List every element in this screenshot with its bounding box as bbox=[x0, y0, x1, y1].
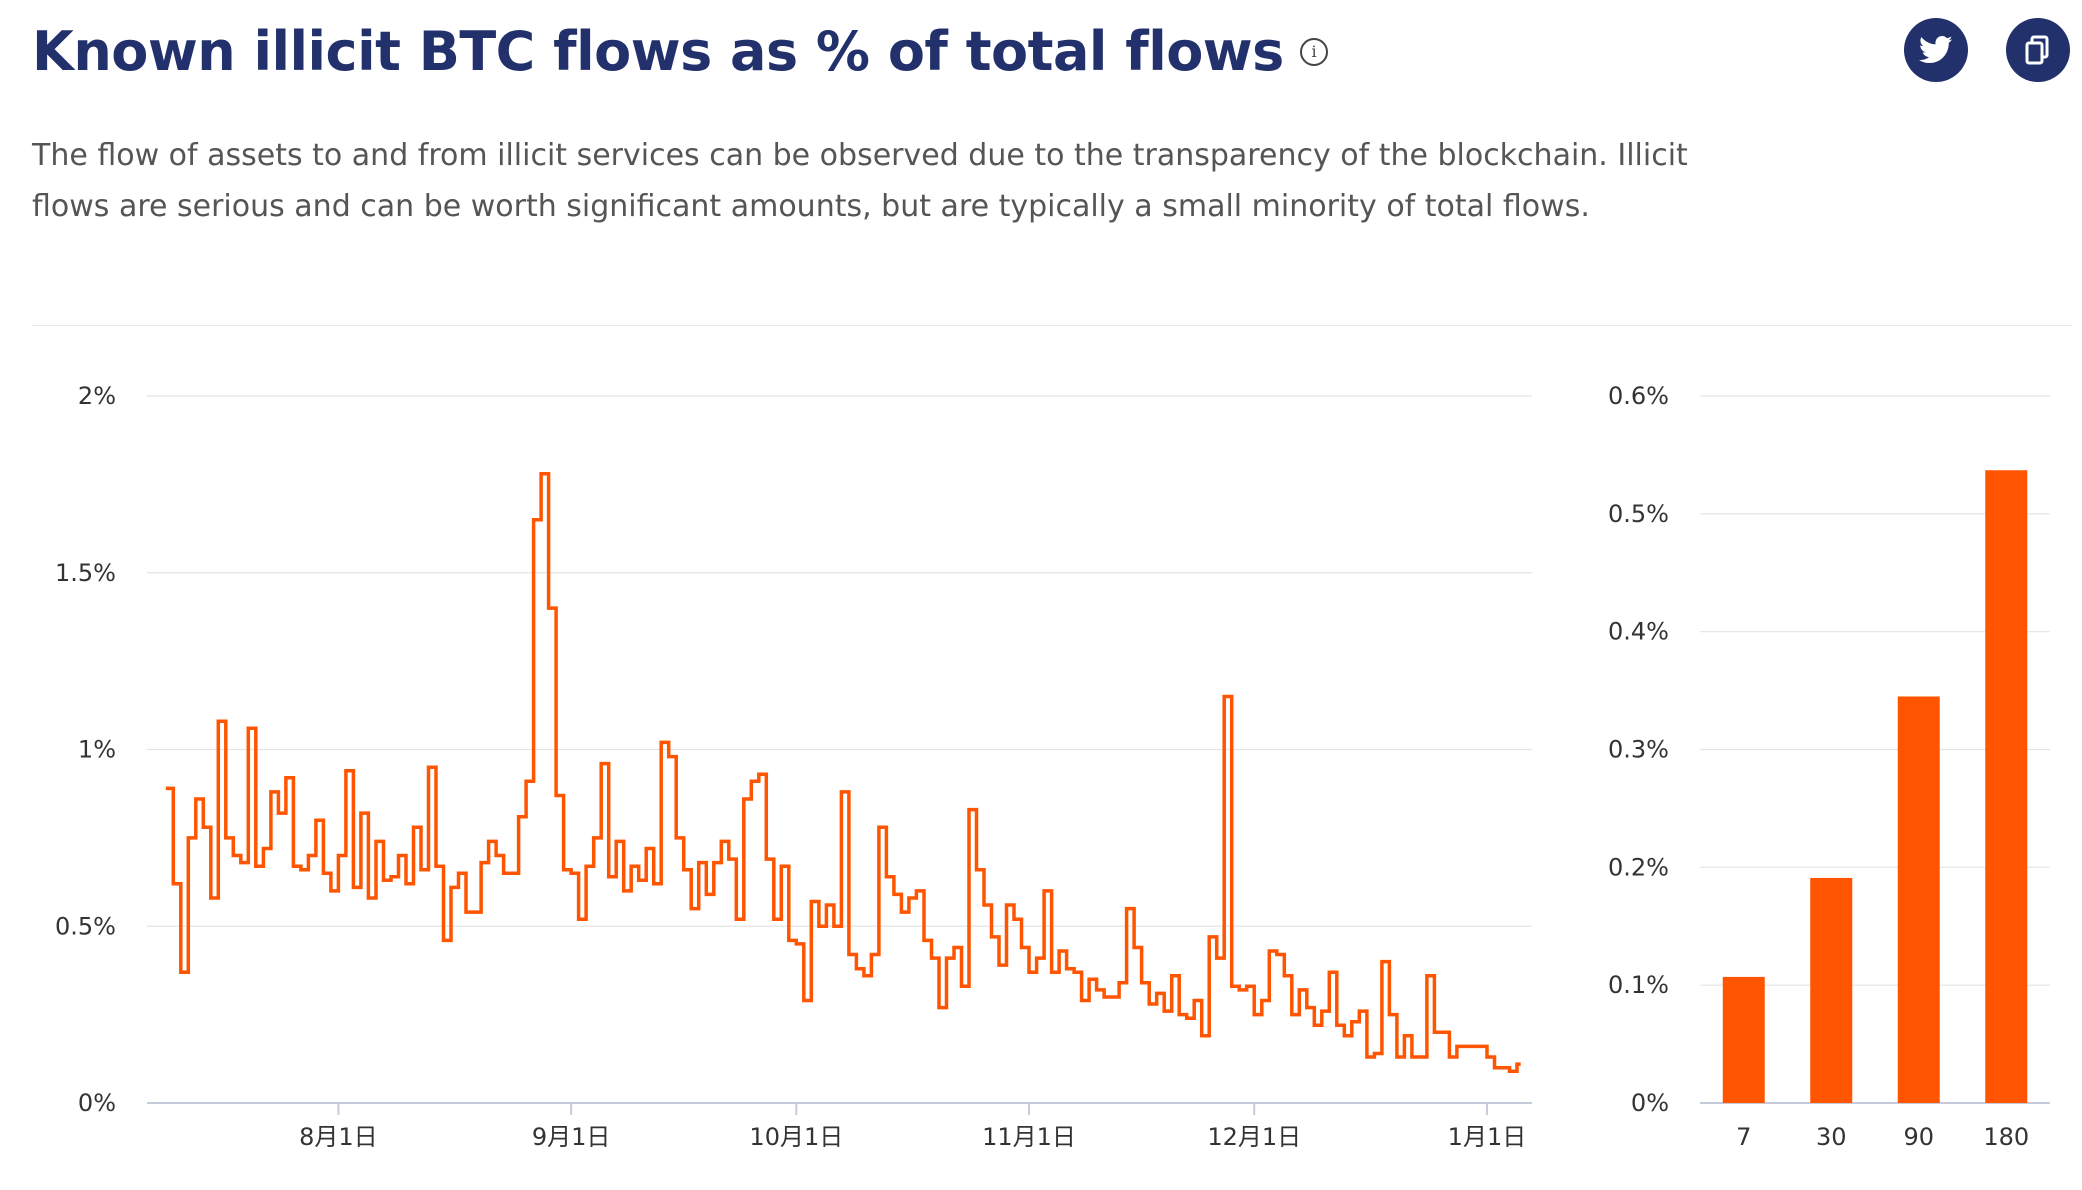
bar-chart-y-tick-label: 0.2% bbox=[1608, 853, 1669, 881]
copy-icon bbox=[2025, 35, 2049, 65]
bar-chart-y-tick-label: 0.5% bbox=[1608, 500, 1669, 528]
bar-chart-x-tick-label: 90 bbox=[1903, 1123, 1934, 1151]
bar-7-day[interactable] bbox=[1722, 976, 1765, 1103]
bar-chart-y-tick-label: 0.6% bbox=[1608, 382, 1669, 410]
bar-chart-y-tick-label: 0.1% bbox=[1608, 971, 1669, 999]
bar-chart-y-tick-label: 0.3% bbox=[1608, 736, 1669, 764]
header-divider bbox=[32, 325, 2072, 326]
line-chart-x-tick-label: 12月1日 bbox=[1207, 1123, 1301, 1151]
bar-180-day[interactable] bbox=[1985, 470, 2028, 1103]
twitter-icon bbox=[1919, 35, 1953, 64]
line-chart-grid bbox=[147, 395, 1532, 1104]
line-chart-y-tick-label: 0.5% bbox=[55, 912, 116, 940]
line-chart-y-ticks: 0% 0.5% 1% 1.5% 2% bbox=[55, 382, 116, 1117]
line-chart-x-tick-label: 10月1日 bbox=[749, 1123, 843, 1151]
bar-chart-x-ticks: 7 30 90 180 bbox=[1736, 1123, 2029, 1151]
line-chart-x-tick-label: 8月1日 bbox=[299, 1123, 378, 1151]
line-chart-series bbox=[165, 472, 1521, 1073]
bar-chart-y-tick-label: 0.4% bbox=[1608, 618, 1669, 646]
line-chart-y-tick-label: 1.5% bbox=[55, 559, 116, 587]
line-chart-y-tick-label: 0% bbox=[78, 1089, 116, 1117]
illicit-flow-series-line bbox=[165, 472, 1521, 1073]
bar-chart-x-tick-label: 30 bbox=[1816, 1123, 1847, 1151]
bar-chart-y-ticks: 0% 0.1% 0.2% 0.3% 0.4% 0.5% 0.6% bbox=[1608, 382, 1669, 1117]
line-chart: 0% 0.5% 1% 1.5% 2% 8月1日 9月1日 10月1日 11月1日 12月1日 1月… bbox=[55, 382, 1532, 1151]
bar-chart-x-tick-label: 180 bbox=[1983, 1123, 2029, 1151]
line-chart-x-ticks: 8月1日 9月1日 10月1日 11月1日 12月1日 1月1日 bbox=[299, 1103, 1526, 1151]
line-chart-x-tick-label: 1月1日 bbox=[1448, 1123, 1527, 1151]
chart-title-text: Known illicit BTC flows as % of total fl… bbox=[32, 20, 1284, 83]
bar-chart-x-tick-label: 7 bbox=[1736, 1123, 1751, 1151]
twitter-share-button[interactable] bbox=[1904, 18, 1968, 82]
bar-chart-y-tick-label: 0% bbox=[1631, 1089, 1669, 1117]
copy-link-button[interactable] bbox=[2006, 18, 2070, 82]
line-chart-y-tick-label: 2% bbox=[78, 382, 116, 410]
bar-chart-bars bbox=[1722, 470, 2028, 1103]
line-chart-x-tick-label: 9月1日 bbox=[532, 1123, 611, 1151]
bar-90-day[interactable] bbox=[1897, 696, 1940, 1103]
bar-chart: 0% 0.1% 0.2% 0.3% 0.4% 0.5% 0.6% 7 30 90 180 bbox=[1608, 382, 2050, 1151]
bar-30-day[interactable] bbox=[1810, 877, 1853, 1103]
line-chart-x-tick-label: 11月1日 bbox=[982, 1123, 1076, 1151]
line-chart-y-tick-label: 1% bbox=[78, 736, 116, 764]
chart-title: Known illicit BTC flows as % of total fl… bbox=[32, 20, 1328, 83]
info-icon[interactable]: i bbox=[1299, 37, 1328, 66]
chart-description: The flow of assets to and from illicit s… bbox=[32, 138, 1688, 224]
